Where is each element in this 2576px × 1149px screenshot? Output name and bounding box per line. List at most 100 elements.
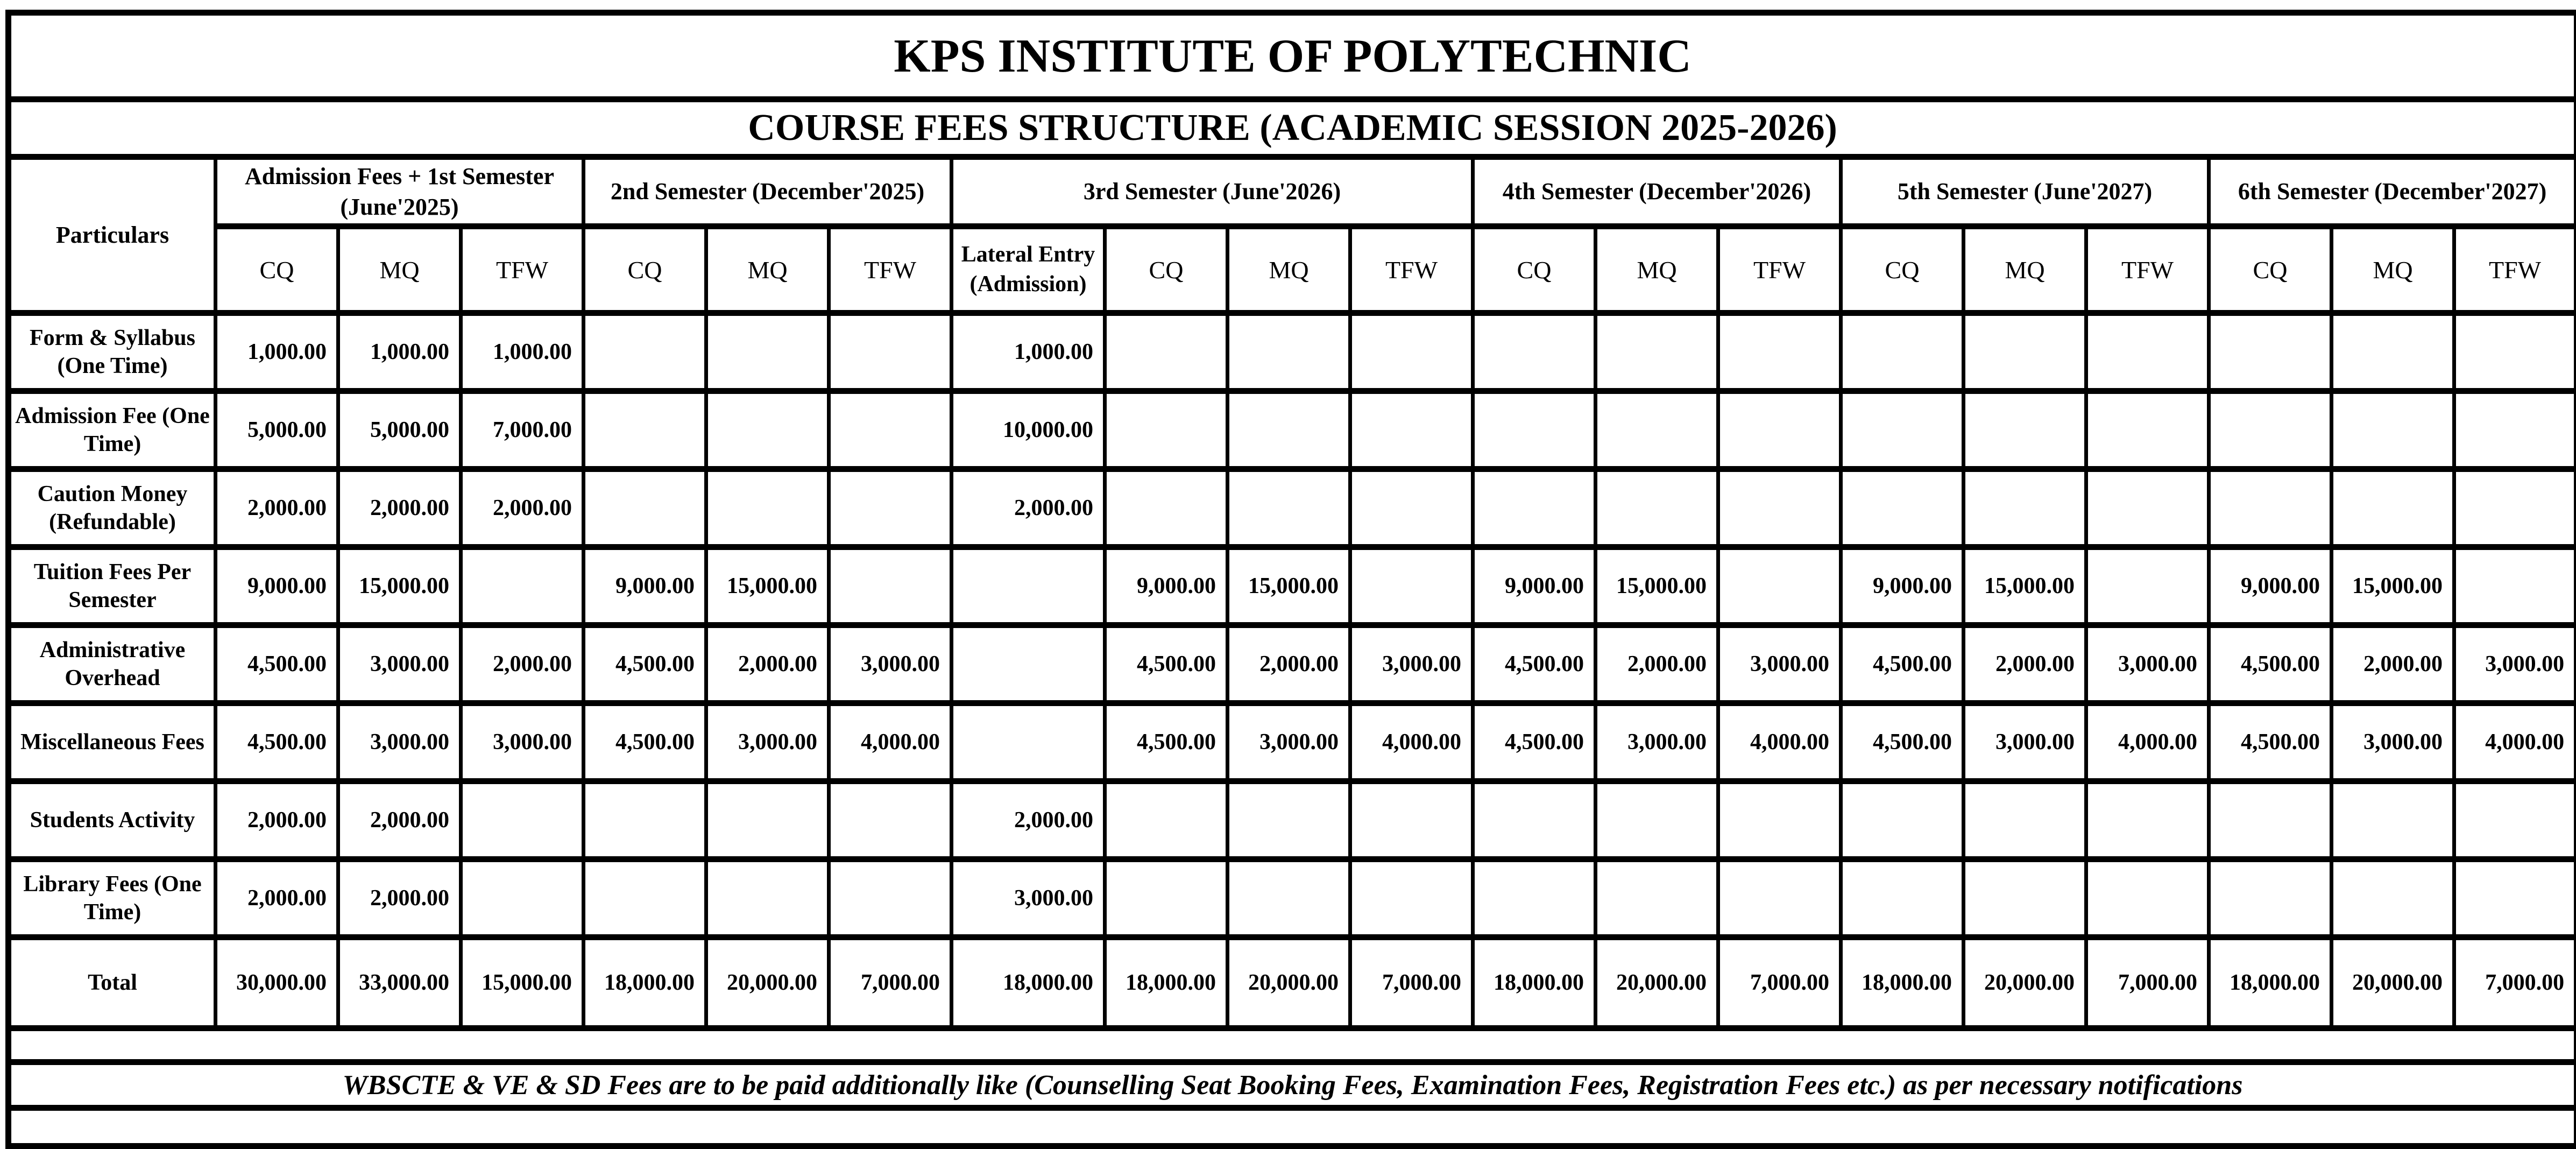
fee-cell [1718,859,1841,937]
fee-cell: 4,500.00 [584,625,706,703]
fee-cell [584,859,706,937]
fee-cell [2332,859,2454,937]
fee-cell: 5,000.00 [338,391,461,469]
row-label: Caution Money (Refundable) [9,469,216,547]
fee-cell [2086,391,2209,469]
total-cell: 18,000.00 [584,937,706,1028]
fee-cell [1841,391,1964,469]
total-cell: 20,000.00 [1964,937,2086,1028]
fee-cell [1105,313,1228,391]
fee-cell [1105,859,1228,937]
fee-cell [829,313,952,391]
fee-cell: 4,500.00 [1473,625,1596,703]
fee-cell [1596,313,1718,391]
fee-cell [829,859,952,937]
fee-cell: 3,000.00 [461,703,584,781]
fee-cell [2086,469,2209,547]
fee-cell [1473,391,1596,469]
fee-cell [2454,313,2576,391]
total-cell: 20,000.00 [706,937,829,1028]
fee-cell: 2,000.00 [952,781,1105,859]
total-cell: 7,000.00 [1350,937,1473,1028]
fee-cell: 4,500.00 [1105,625,1228,703]
fee-cell [1841,781,1964,859]
fee-cell [1596,391,1718,469]
total-cell: 18,000.00 [1473,937,1596,1028]
fee-cell [706,391,829,469]
fee-cell: 4,500.00 [216,703,338,781]
quota-header: TFW [461,227,584,313]
fee-cell [2454,781,2576,859]
fee-cell [2454,391,2576,469]
fee-cell: 4,500.00 [2209,703,2332,781]
total-cell: 7,000.00 [1718,937,1841,1028]
fee-cell [1228,469,1350,547]
fee-cell [2454,859,2576,937]
fee-cell [2454,547,2576,625]
fee-cell [1473,859,1596,937]
fee-cell [1350,313,1473,391]
fee-cell [2209,781,2332,859]
fee-cell [1105,469,1228,547]
fee-cell [461,859,584,937]
fee-cell [1596,781,1718,859]
fee-cell: 3,000.00 [338,625,461,703]
fee-cell [1964,781,2086,859]
fee-cell: 3,000.00 [2332,703,2454,781]
fee-cell: 2,000.00 [216,469,338,547]
bottom-cutoff-row [9,1108,2576,1146]
row-label: Administrative Overhead [9,625,216,703]
fee-cell [2086,313,2209,391]
total-cell: 18,000.00 [2209,937,2332,1028]
quota-header: CQ [1841,227,1964,313]
fee-cell [1841,313,1964,391]
fee-cell [1718,391,1841,469]
fee-cell: 1,000.00 [216,313,338,391]
fee-cell: 4,000.00 [2086,703,2209,781]
fee-cell [584,313,706,391]
fee-cell: 15,000.00 [1228,547,1350,625]
quota-header: MQ [706,227,829,313]
title-row: KPS INSTITUTE OF POLYTECHNIC [9,13,2576,100]
fee-cell: 9,000.00 [1841,547,1964,625]
fee-cell [1841,469,1964,547]
fee-cell: 2,000.00 [216,859,338,937]
fee-cell [1105,391,1228,469]
fee-cell [1718,781,1841,859]
fee-cell: 9,000.00 [2209,547,2332,625]
fee-cell: 4,500.00 [1841,703,1964,781]
fee-cell: 3,000.00 [1596,703,1718,781]
fee-cell: 2,000.00 [1228,625,1350,703]
institute-title: KPS INSTITUTE OF POLYTECHNIC [9,13,2576,100]
fee-cell: 2,000.00 [338,469,461,547]
fee-cell: 15,000.00 [338,547,461,625]
fee-cell: 2,000.00 [952,469,1105,547]
fee-cell: 3,000.00 [1718,625,1841,703]
quota-header: TFW [2454,227,2576,313]
fee-cell [584,391,706,469]
quota-header: CQ [2209,227,2332,313]
quota-header: CQ [584,227,706,313]
quota-header: MQ [2332,227,2454,313]
fee-cell: 4,500.00 [216,625,338,703]
fee-cell [1964,859,2086,937]
fee-cell: 3,000.00 [1228,703,1350,781]
fee-cell: 3,000.00 [2454,625,2576,703]
lateral-entry-header: Lateral Entry (Admission) [952,227,1105,313]
total-cell: 18,000.00 [1105,937,1228,1028]
quota-header: TFW [1350,227,1473,313]
fee-cell [2209,469,2332,547]
fee-cell: 1,000.00 [461,313,584,391]
fee-cell [1596,859,1718,937]
fee-cell: 10,000.00 [952,391,1105,469]
fee-cell: 4,000.00 [829,703,952,781]
quota-header: CQ [1105,227,1228,313]
bottom-cutoff-cell [9,1108,2576,1146]
fee-cell: 2,000.00 [461,469,584,547]
fee-cell [2209,391,2332,469]
